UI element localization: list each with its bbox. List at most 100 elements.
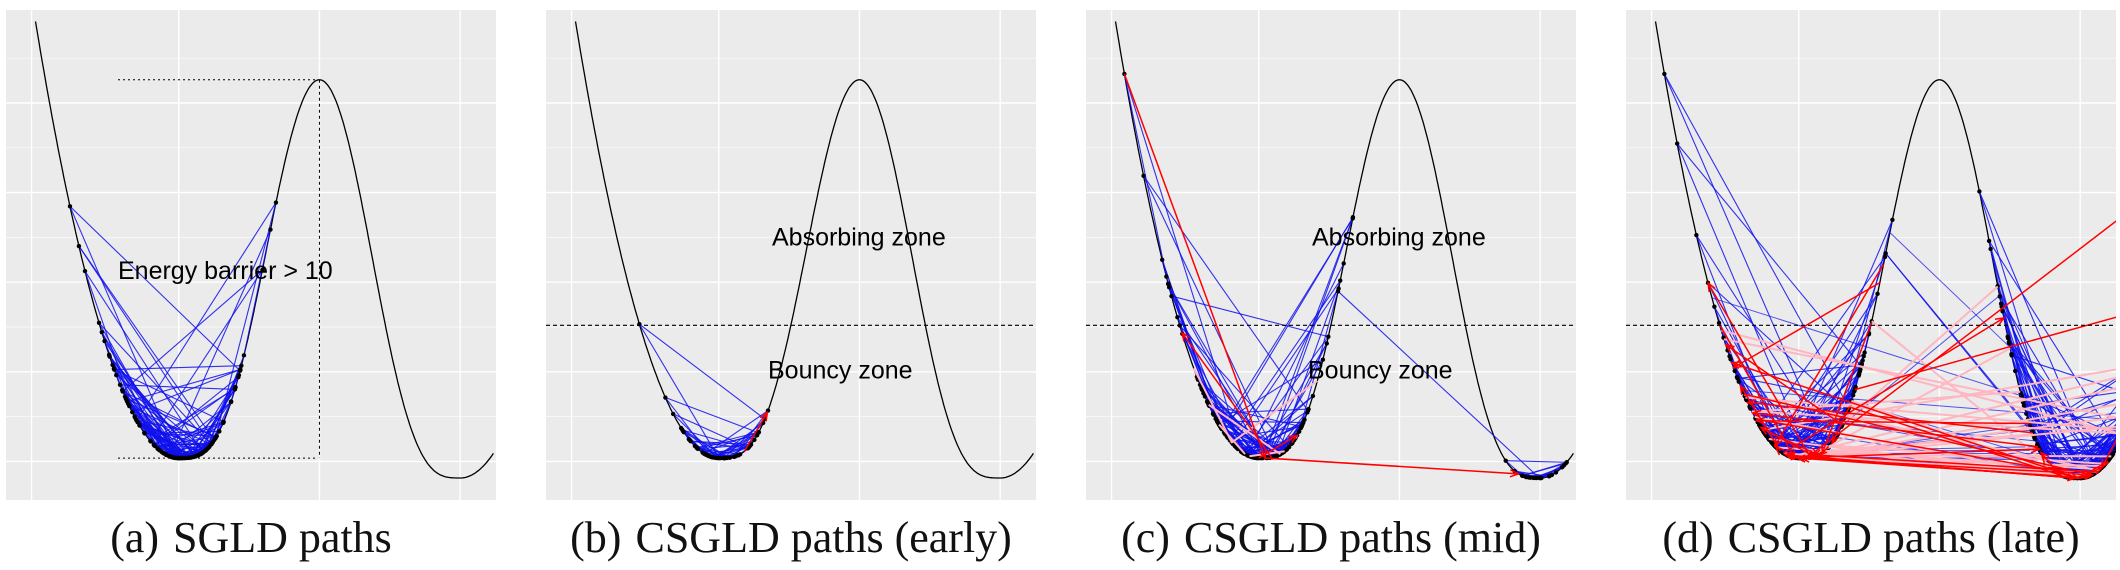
reject-path (1123, 73, 1266, 459)
sample-point (1564, 460, 1569, 465)
sample-path-segment (165, 401, 232, 455)
sample-path-segment (1143, 175, 1277, 457)
chart-plot-c: Absorbing zone Bouncy zone (1086, 10, 1576, 500)
sample-path-segment (665, 397, 759, 434)
sample-path-segment (1337, 290, 1540, 479)
sample-point (1882, 254, 1888, 260)
sample-path-segment (1999, 296, 2103, 468)
sample-path-segment (122, 269, 263, 392)
sample-path-segment (154, 436, 217, 447)
sample-path-segment (672, 413, 749, 449)
sample-point (233, 384, 238, 390)
sample-point (1305, 408, 1311, 413)
sample-point (171, 455, 176, 460)
sample-path-segment (683, 431, 731, 459)
sample-point (727, 455, 733, 460)
reject-arrowhead (2066, 473, 2078, 482)
reject-arrowhead (1754, 416, 1766, 426)
sample-point (1997, 294, 2002, 299)
sample-path-segment (1243, 410, 1309, 454)
reject-path (1821, 322, 1873, 454)
sample-point (221, 419, 226, 425)
sample-point (1860, 358, 1865, 363)
sample-path-segment (101, 331, 165, 454)
sample-path-segment (1812, 403, 2116, 459)
annotation-label-primary: Energy barrier > 10 (118, 257, 333, 285)
reject-arrowhead (1509, 469, 1521, 478)
sample-path-segment (697, 434, 758, 450)
sample-path-segment (639, 323, 766, 420)
reject-arrowhead (1180, 331, 1191, 342)
sample-point (663, 395, 668, 400)
sample-path-segment (1218, 423, 1246, 455)
sample-point (1286, 444, 1292, 450)
sample-point (200, 450, 206, 455)
sample-path-segment (1505, 460, 1567, 463)
sample-path-segment (153, 376, 239, 446)
reject-path (1818, 454, 2097, 473)
reject-path (743, 412, 768, 452)
reject-path (1743, 393, 2092, 476)
sample-point (1169, 293, 1174, 299)
sample-point (1324, 341, 1329, 346)
sample-point (1273, 454, 1279, 459)
caption-d: (d) CSGLD paths (late) (1601, 512, 2120, 563)
sample-path-segment (1711, 297, 2022, 397)
sample-point (117, 382, 123, 388)
reject-path (1747, 401, 2033, 434)
sample-point (670, 411, 676, 417)
sample-point (82, 268, 88, 274)
caption-b: (b) CSGLD paths (early) (521, 512, 1061, 563)
caption-text-d: CSGLD paths (late) (1727, 513, 2080, 562)
caption-text-b: CSGLD paths (early) (635, 513, 1012, 562)
sample-path-segment (126, 368, 241, 402)
sample-point (1165, 281, 1171, 286)
sample-path-segment (173, 446, 210, 459)
sample-point (76, 243, 82, 249)
reject-path (1258, 434, 1298, 459)
sample-point (2114, 446, 2116, 451)
sample-point (260, 267, 265, 273)
sample-point (1716, 320, 1722, 326)
sample-point (1977, 189, 1982, 194)
sample-point (2032, 435, 2037, 440)
sample-point (152, 443, 158, 449)
sample-point (102, 338, 107, 344)
reject-arrowhead (1707, 281, 1716, 293)
sample-point (1732, 368, 1737, 374)
sample-point (110, 362, 115, 368)
sample-path-segment (2053, 419, 2116, 471)
sample-point (1283, 447, 1289, 453)
caption-c: (c) CSGLD paths (mid) (1061, 512, 1601, 563)
sample-point (1674, 141, 1680, 146)
sample-point (99, 329, 105, 335)
sample-point (701, 451, 707, 456)
reject-path (1739, 385, 1781, 452)
sample-point (273, 200, 279, 205)
sample-point (1350, 216, 1355, 221)
sample-path-segment (144, 430, 220, 434)
sample-path-segment (1772, 360, 1864, 444)
sample-point (213, 436, 218, 441)
sample-point (206, 444, 212, 450)
sample-path-segment (109, 356, 196, 457)
sample-point (195, 453, 201, 458)
sample-point (1856, 373, 1861, 378)
reject-arrowhead (1783, 452, 1795, 461)
reject-arrowhead (1750, 409, 1762, 419)
sample-point (2013, 368, 2018, 374)
chart-plot-d (1626, 10, 2116, 500)
sample-path-segment (638, 323, 720, 459)
sample-path-segment (1745, 398, 1845, 422)
sample-path-segment (149, 269, 263, 442)
sample-path-segment (1721, 329, 2116, 434)
reject-arrowhead (2100, 458, 2110, 470)
sample-point (1986, 238, 1992, 244)
caption-text-c: CSGLD paths (mid) (1183, 513, 1541, 562)
sample-point (241, 353, 247, 358)
sample-point (1296, 429, 1302, 434)
sample-path-segment (214, 202, 277, 439)
sample-point (718, 455, 723, 461)
sample-path-segment (1262, 217, 1354, 459)
sample-point (107, 354, 112, 359)
